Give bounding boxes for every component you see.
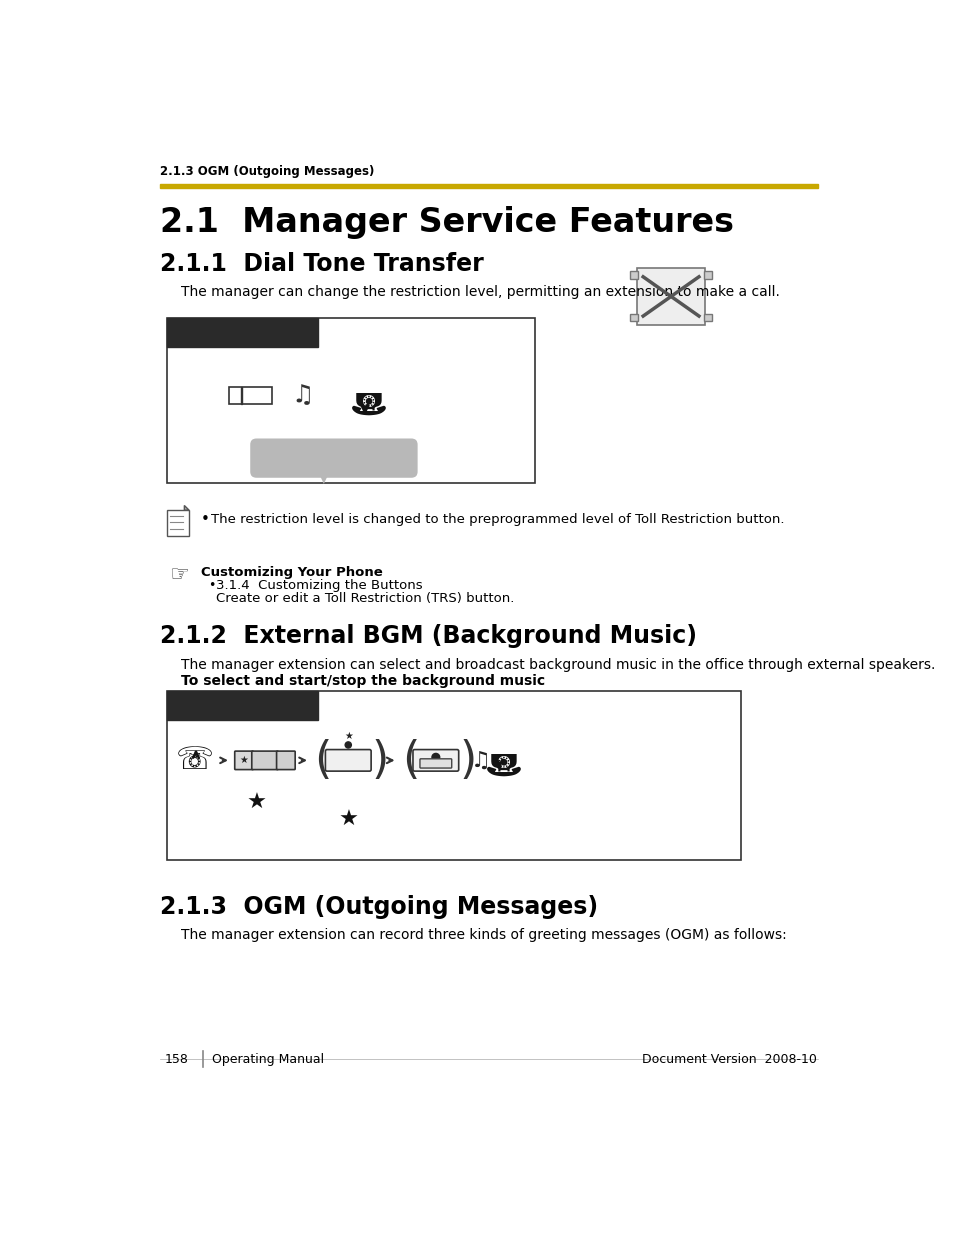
Text: 2.1.3  OGM (Outgoing Messages): 2.1.3 OGM (Outgoing Messages) <box>159 895 597 919</box>
Bar <box>629 314 637 321</box>
Circle shape <box>345 742 351 748</box>
Text: Document Version  2008-10: Document Version 2008-10 <box>641 1052 816 1066</box>
Bar <box>229 387 272 404</box>
Bar <box>629 272 637 279</box>
Text: ★: ★ <box>343 731 353 741</box>
Text: The manager can change the restriction level, permitting an extension to make a : The manager can change the restriction l… <box>181 285 780 299</box>
Polygon shape <box>318 472 329 484</box>
Bar <box>159 184 818 188</box>
Text: Customizing Your Phone: Customizing Your Phone <box>200 567 382 579</box>
Text: 2.1.1  Dial Tone Transfer: 2.1.1 Dial Tone Transfer <box>159 252 483 277</box>
FancyBboxPatch shape <box>413 750 458 771</box>
Bar <box>167 317 318 347</box>
Bar <box>167 692 740 861</box>
Text: ☎: ☎ <box>480 746 518 774</box>
Polygon shape <box>184 505 189 510</box>
Text: 2.1.3 OGM (Outgoing Messages): 2.1.3 OGM (Outgoing Messages) <box>159 164 374 178</box>
FancyBboxPatch shape <box>250 438 417 478</box>
Text: 158: 158 <box>164 1052 188 1066</box>
Text: ): ) <box>372 739 389 782</box>
Text: •: • <box>208 579 215 593</box>
Text: Operating Manual: Operating Manual <box>212 1052 324 1066</box>
FancyBboxPatch shape <box>234 751 253 769</box>
Text: ★: ★ <box>239 756 248 766</box>
Text: (: ( <box>314 739 332 782</box>
Text: To select and start/stop the background music: To select and start/stop the background … <box>181 674 545 688</box>
Text: (: ( <box>402 739 419 782</box>
Text: ☞: ☞ <box>169 564 189 585</box>
Bar <box>703 272 711 279</box>
Text: ☎: ☎ <box>346 385 383 414</box>
FancyBboxPatch shape <box>252 751 278 769</box>
Bar <box>703 314 711 321</box>
Text: ): ) <box>459 739 476 782</box>
Text: •: • <box>200 511 210 527</box>
Bar <box>167 317 535 483</box>
Text: ♫: ♫ <box>292 383 314 408</box>
Text: ☏: ☏ <box>175 746 213 774</box>
Circle shape <box>432 753 439 761</box>
Text: 2.1.2  External BGM (Background Music): 2.1.2 External BGM (Background Music) <box>159 624 696 648</box>
Text: ★: ★ <box>338 810 358 830</box>
Text: Create or edit a Toll Restriction (TRS) button.: Create or edit a Toll Restriction (TRS) … <box>216 593 514 605</box>
Text: 3.1.4  Customizing the Buttons: 3.1.4 Customizing the Buttons <box>216 579 422 593</box>
Text: 2.1  Manager Service Features: 2.1 Manager Service Features <box>159 206 733 238</box>
FancyBboxPatch shape <box>419 758 452 768</box>
Bar <box>637 268 704 325</box>
Text: The manager extension can select and broadcast background music in the office th: The manager extension can select and bro… <box>181 658 935 672</box>
Text: ♫: ♫ <box>470 751 490 771</box>
FancyBboxPatch shape <box>276 751 294 769</box>
Text: The restriction level is changed to the preprogrammed level of Toll Restriction : The restriction level is changed to the … <box>211 513 783 526</box>
Text: ★: ★ <box>246 793 266 813</box>
Bar <box>167 510 189 536</box>
FancyBboxPatch shape <box>325 750 371 771</box>
Bar <box>167 692 318 720</box>
Text: The manager extension can record three kinds of greeting messages (OGM) as follo: The manager extension can record three k… <box>181 929 786 942</box>
